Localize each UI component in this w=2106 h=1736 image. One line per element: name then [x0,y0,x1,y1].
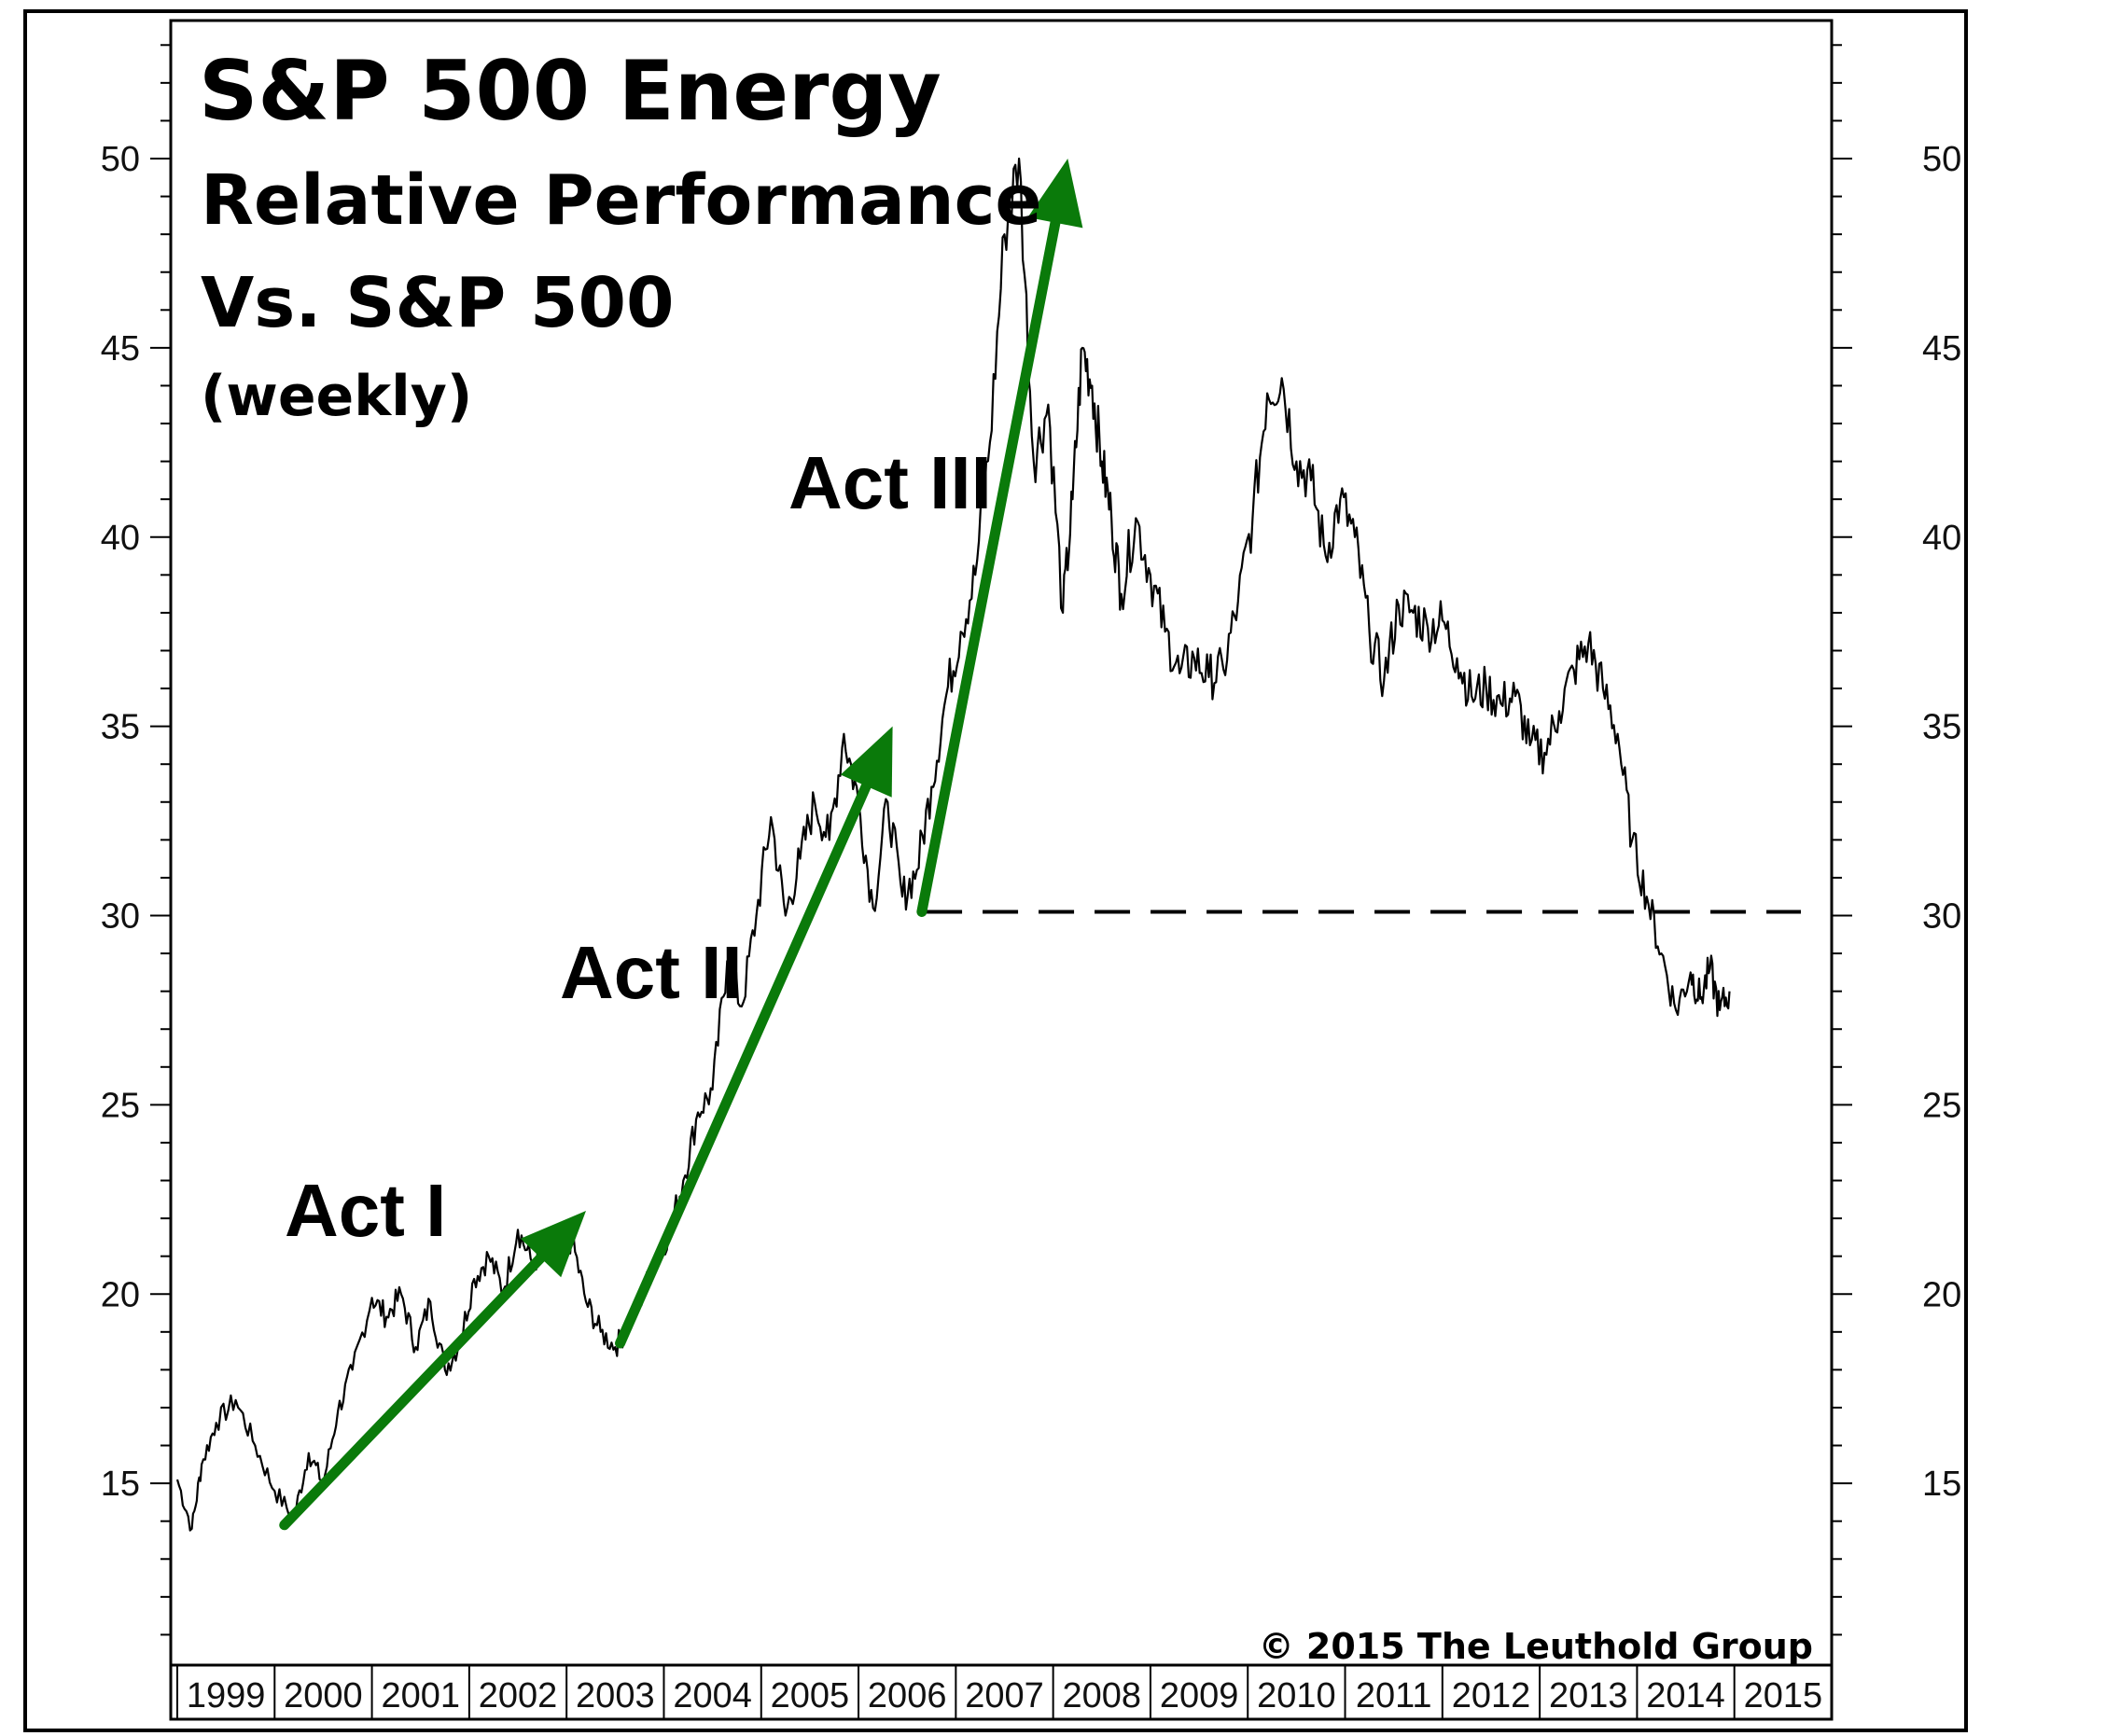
x-tick-label: 2004 [673,1676,752,1715]
y-tick-label-right: 40 [1922,519,1961,558]
y-tick-label-right: 15 [1922,1465,1961,1504]
x-tick-label: 2008 [1063,1676,1142,1715]
act-label-1: Act I [285,1169,446,1252]
x-tick-label: 2001 [381,1676,460,1715]
y-tick-label-left: 25 [101,1086,140,1125]
act-arrow-shaft-3 [916,217,1061,917]
y-axis-left: 15 20 25 30 35 40 45 50 [101,44,171,1636]
x-tick-label: 2013 [1549,1676,1628,1715]
y-tick-label-right: 50 [1922,140,1961,179]
act-arrow-head-2 [840,726,893,798]
chart-subtitle-line-3: (weekly) [201,364,472,429]
x-tick-label: 2007 [965,1676,1044,1715]
y-tick-label-left: 45 [101,329,140,368]
act-arrow-shaft-2 [615,781,872,1349]
x-tick-label: 2003 [576,1676,655,1715]
act-label-2: Act II [560,931,743,1014]
chart-subtitle-line-2: Vs. S&P 500 [201,263,675,343]
y-tick-label-left: 30 [101,897,140,937]
chart-title: S&P 500 Energy [199,43,941,139]
x-tick-label: 2010 [1257,1676,1336,1715]
x-tick-label: 2002 [479,1676,558,1715]
y-tick-label-right: 30 [1922,897,1961,937]
y-tick-label-right: 25 [1922,1086,1961,1125]
year-band [169,1663,1834,1721]
y-tick-label-left: 50 [101,140,140,179]
act-arrow-head-3 [1027,159,1083,229]
y-tick-label-right: 20 [1922,1275,1961,1314]
x-tick-label: 2015 [1744,1676,1823,1715]
y-tick-label-right: 35 [1922,708,1961,747]
copyright-note: © 2015 The Leuthold Group [1259,1626,1813,1667]
x-tick-label: 2011 [1356,1676,1432,1715]
y-tick-label-right: 45 [1922,329,1961,368]
x-tick-label: 2009 [1160,1676,1239,1715]
x-tick-label: 2005 [771,1676,850,1715]
x-tick-label: 2014 [1646,1676,1725,1715]
x-tick-label: 2000 [284,1676,363,1715]
x-tick-label: 2006 [868,1676,947,1715]
arrow-layer [279,159,1083,1531]
x-tick-label: 1999 [187,1676,266,1715]
y-tick-label-left: 35 [101,708,140,747]
y-tick-label-left: 20 [101,1275,140,1314]
year-axis: 1999 2000 2001 2002 2003 2004 2005 2006 2007 2008… [176,1665,1823,1719]
chart-subtitle-line-1: Relative Performance [201,160,1042,241]
act-arrow-head-1 [520,1211,586,1278]
x-tick-label: 2012 [1452,1676,1531,1715]
y-tick-label-left: 15 [101,1465,140,1504]
act-label-3: Act III [788,441,992,524]
outer-frame [23,9,1968,1732]
y-tick-label-left: 40 [101,519,140,558]
y-axis-right: 15 20 25 30 35 40 45 50 [1832,44,1961,1636]
act-arrow-shaft-1 [279,1252,547,1531]
